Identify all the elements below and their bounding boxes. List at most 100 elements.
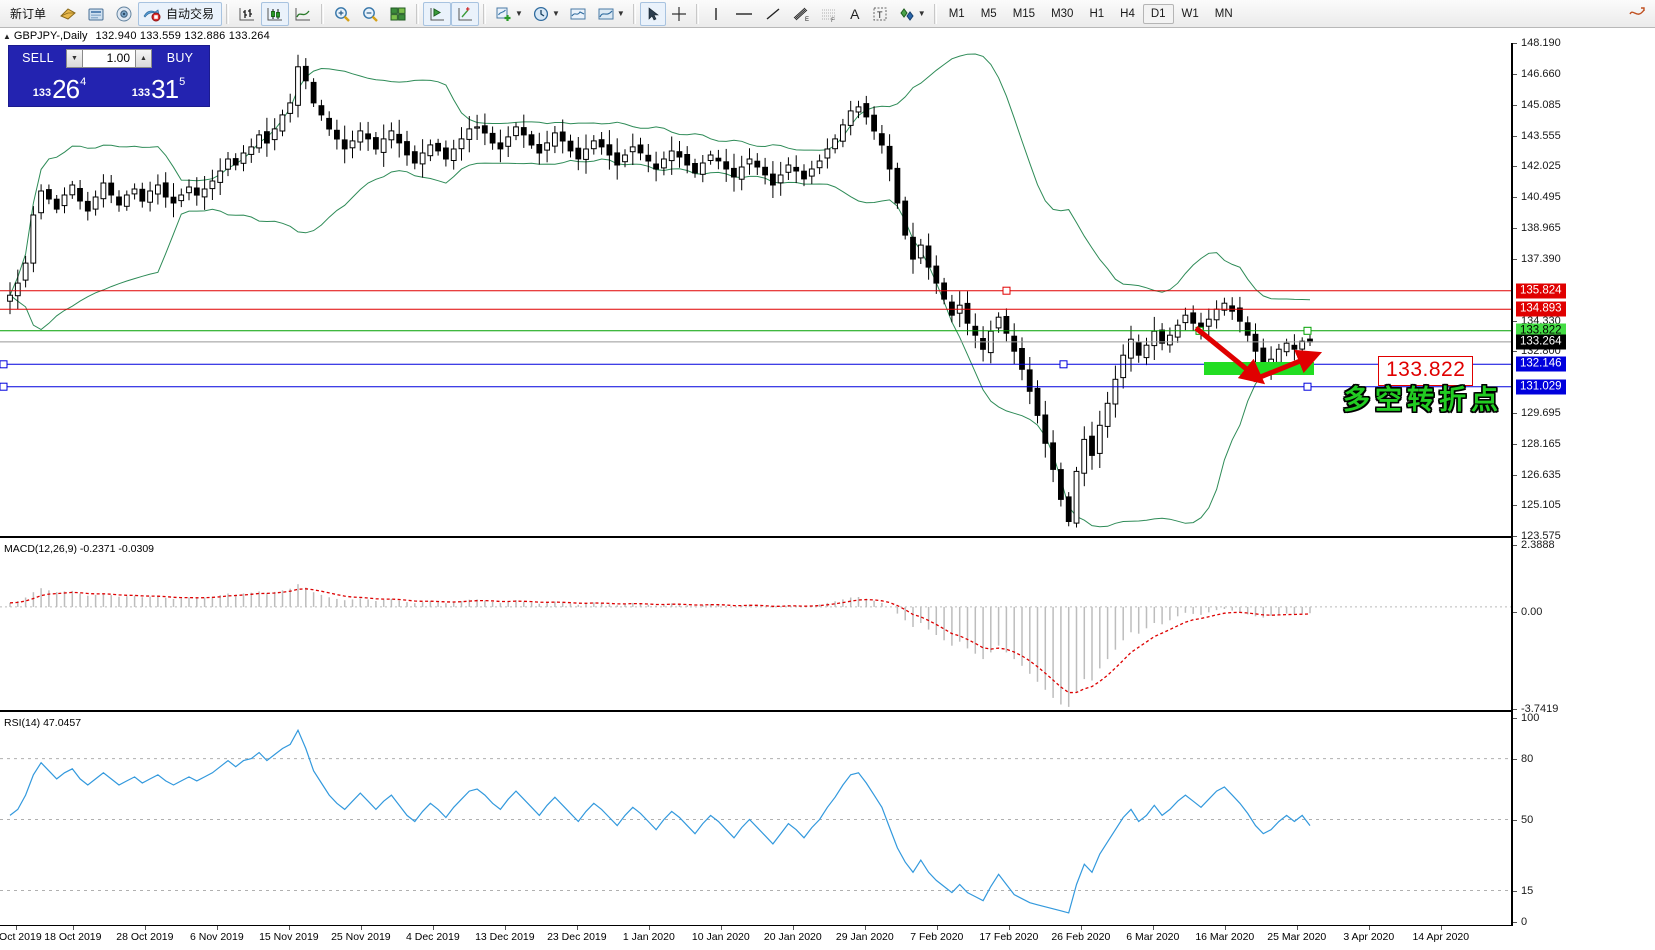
zoom-out-icon[interactable]: [356, 2, 384, 26]
crosshair-icon[interactable]: [666, 2, 692, 26]
indicators-icon[interactable]: ▼: [490, 2, 527, 26]
price-tick-label: 126.635: [1521, 468, 1561, 481]
timeframe-button-h4[interactable]: H4: [1120, 7, 1135, 20]
price-line-badge-134-893[interactable]: 134.893: [1516, 301, 1566, 317]
navigator-icon[interactable]: [110, 2, 138, 26]
price-line-handle-green[interactable]: [1195, 326, 1204, 335]
rsi-tick-label: 15: [1521, 885, 1534, 898]
candle-body: [1291, 344, 1298, 350]
timeframe-button-mn[interactable]: MN: [1214, 7, 1233, 20]
price-line-badge-135-824[interactable]: 135.824: [1516, 283, 1566, 299]
buy-button[interactable]: BUY: [166, 51, 194, 65]
auto-scroll-icon[interactable]: [423, 1, 452, 26]
horizontal-line-icon[interactable]: [729, 2, 759, 26]
price-line-badge-133-264[interactable]: 133.264: [1516, 334, 1566, 350]
macd-signal-line: [9, 588, 1311, 694]
candle-body: [1073, 470, 1080, 524]
price-line-handle-left[interactable]: [0, 382, 8, 391]
candle-body: [645, 154, 652, 162]
date-tick: [1440, 926, 1442, 930]
candle-body: [598, 139, 605, 148]
rsi-pane[interactable]: RSI(14) 47.0457: [0, 714, 1511, 926]
macd-canvas: [0, 540, 1511, 710]
macd-pane[interactable]: MACD(12,26,9) -0.2371 -0.0309: [0, 540, 1511, 712]
chevron-down-icon[interactable]: ▼: [917, 9, 926, 18]
volume-input[interactable]: 1.00: [83, 48, 135, 68]
candle-body: [536, 144, 543, 154]
date-tick-label: 3 Apr 2020: [1343, 931, 1395, 943]
candlestick-icon[interactable]: [261, 1, 290, 26]
date-tick: [1008, 926, 1010, 930]
trendline-icon[interactable]: [759, 2, 787, 26]
timeframe-button-m1[interactable]: M1: [948, 7, 965, 20]
price-line-badge-132-146[interactable]: 132.146: [1516, 356, 1566, 372]
shapes-icon[interactable]: ▼: [893, 2, 930, 26]
candle-body: [256, 134, 263, 149]
candle-body: [544, 142, 551, 151]
terminal-icon[interactable]: [82, 2, 110, 26]
candle-body: [1213, 308, 1220, 321]
collapse-triangle-icon[interactable]: ▲: [3, 31, 11, 41]
macd-tick-label: 0.00: [1521, 606, 1543, 619]
candle-body: [427, 144, 434, 157]
autotrading-label: 自动交易: [166, 7, 215, 21]
price-tick-label: 128.165: [1521, 438, 1561, 451]
shift-end-icon[interactable]: [451, 1, 480, 26]
equidistant-channel-icon[interactable]: E: [787, 2, 815, 26]
candle-body: [1299, 340, 1306, 350]
volume-decrease-icon[interactable]: ▼: [66, 48, 83, 68]
chevron-down-icon[interactable]: ▼: [551, 9, 560, 18]
briefcase-icon[interactable]: [54, 2, 82, 26]
templates-dropdown-icon[interactable]: ▼: [592, 2, 629, 26]
sell-price[interactable]: 133 26 4: [12, 70, 107, 103]
price-line-badge-131-029[interactable]: 131.029: [1516, 379, 1566, 395]
text-icon[interactable]: A: [850, 5, 860, 22]
one-click-trading-panel[interactable]: SELL ▼ 1.00 ▲ BUY 133 26 4 133 31 5: [8, 45, 210, 107]
templates-icon[interactable]: [564, 2, 592, 26]
chinese-annotation[interactable]: 多空转折点: [1343, 378, 1503, 417]
price-axis[interactable]: 148.190 146.660 145.085 143.555 142.025 140.4…: [1513, 37, 1655, 928]
price-line-handle-mid[interactable]: [1059, 360, 1068, 369]
new-order-button[interactable]: 新订单: [2, 2, 54, 26]
period-clock-icon[interactable]: ▼: [527, 2, 564, 26]
sell-button[interactable]: SELL: [22, 51, 54, 65]
candle-body: [1159, 329, 1165, 344]
timeframe-button-m30[interactable]: M30: [1051, 7, 1074, 20]
zoom-in-icon[interactable]: [328, 2, 356, 26]
candle-body: [925, 245, 932, 268]
toolbar-group-charttype: [233, 1, 317, 27]
timeframe-button-d1[interactable]: D1: [1142, 3, 1174, 24]
price-callout-box[interactable]: 133.822: [1378, 356, 1474, 386]
candle-body: [949, 301, 955, 316]
price-line-handle[interactable]: [1303, 382, 1312, 391]
volume-increase-icon[interactable]: ▲: [135, 48, 152, 68]
toolbar-separator-2: [321, 3, 325, 24]
candle-body: [170, 196, 177, 204]
line-chart-icon[interactable]: [289, 2, 317, 26]
timeframe-button-m5[interactable]: M5: [980, 7, 997, 20]
tile-windows-icon[interactable]: [384, 2, 412, 26]
price-line-handle[interactable]: [1303, 326, 1312, 335]
date-tick: [1080, 926, 1082, 930]
candle-body: [404, 141, 410, 156]
text-label-icon[interactable]: T: [867, 2, 893, 26]
price-chart-pane[interactable]: [0, 43, 1511, 538]
cursor-icon[interactable]: [639, 1, 666, 26]
timeframe-button-w1[interactable]: W1: [1181, 7, 1199, 20]
axis-divider: [1511, 43, 1513, 926]
help-icon[interactable]: [1623, 2, 1651, 26]
bar-chart-icon[interactable]: [233, 2, 261, 26]
vertical-line-icon[interactable]: [703, 2, 729, 26]
candle-body: [53, 198, 60, 210]
timeframe-button-h1[interactable]: H1: [1089, 7, 1105, 20]
price-line-handle-red[interactable]: [1002, 286, 1011, 295]
autotrading-button[interactable]: 自动交易: [138, 1, 223, 26]
price-line-handle-left[interactable]: [0, 360, 8, 369]
timeframe-button-m15[interactable]: M15: [1012, 7, 1036, 20]
green-highlight-rect[interactable]: [1204, 362, 1314, 375]
fibonacci-icon[interactable]: F: [815, 2, 843, 26]
buy-price[interactable]: 133 31 5: [111, 70, 206, 103]
chevron-down-icon[interactable]: ▼: [616, 9, 625, 18]
chevron-down-icon[interactable]: ▼: [515, 9, 523, 18]
volume-stepper[interactable]: ▼ 1.00 ▲: [66, 48, 152, 68]
